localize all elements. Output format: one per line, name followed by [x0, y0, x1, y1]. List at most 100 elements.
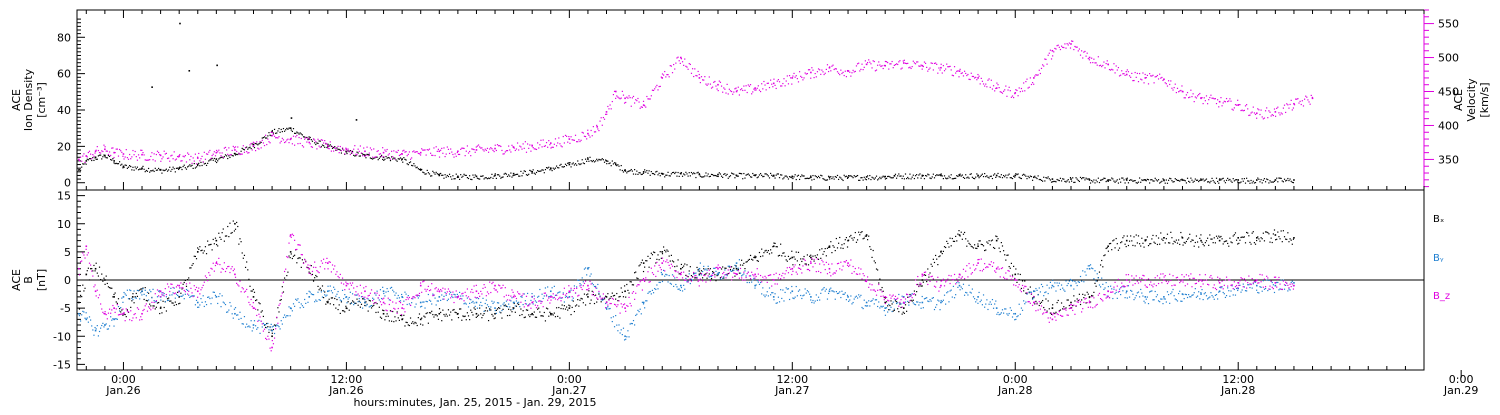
density-series-sample-786 — [955, 178, 956, 179]
velocity-series-sample-922 — [1107, 60, 1108, 61]
velocity-series-point-41 — [754, 87, 756, 89]
velocity-series-sample-138 — [233, 146, 234, 147]
by-series-sample-980 — [1171, 291, 1172, 292]
density-series-sample-1015 — [1210, 181, 1211, 182]
bx-series-point-48 — [903, 307, 905, 309]
density-series-sample-534 — [674, 173, 675, 174]
density-series-sample-954 — [1142, 180, 1143, 181]
velocity-series-sample-885 — [1065, 48, 1066, 49]
bx-series-sample-598 — [745, 262, 746, 263]
bz-series-sample-40 — [123, 312, 124, 313]
bx-series-sample-833 — [1007, 254, 1008, 255]
bx-series-sample-1035 — [1233, 235, 1234, 236]
by-series-sample-1039 — [1237, 290, 1238, 291]
by-series-sample-956 — [1145, 302, 1146, 303]
bx-series-sample-577 — [722, 266, 723, 267]
density-series-sample-977 — [1168, 180, 1169, 181]
bx-series-sample-580 — [725, 268, 726, 269]
by-series-sample-477 — [611, 317, 612, 318]
bx-series-sample-301 — [414, 322, 415, 323]
velocity-series-sample-54 — [139, 157, 140, 158]
by-series-sample-614 — [763, 295, 764, 296]
bx-series-sample-875 — [1054, 313, 1055, 314]
velocity-series-sample-280 — [391, 151, 392, 152]
by-series-sample-558 — [701, 274, 702, 275]
density-series-sample-85 — [174, 168, 175, 169]
velocity-series-sample-43 — [127, 157, 128, 158]
velocity-series-sample-166 — [264, 145, 265, 146]
by-series-sample-153 — [249, 327, 250, 328]
bx-series-sample-1024 — [1220, 236, 1221, 237]
velocity-series-sample-487 — [622, 91, 623, 92]
bx-series-sample-292 — [404, 325, 405, 326]
density-series-sample-538 — [679, 176, 680, 177]
bx-series-sample-450 — [580, 298, 581, 299]
by-series-sample-1031 — [1228, 290, 1229, 291]
velocity-series-point-39 — [717, 84, 719, 86]
by-series-sample-4 — [83, 311, 84, 312]
bx-series-sample-121 — [214, 243, 215, 244]
bx-series-sample-897 — [1079, 294, 1080, 295]
velocity-series-sample-983 — [1175, 84, 1176, 85]
velocity-series-sample-770 — [937, 73, 938, 74]
bx-series-sample-950 — [1138, 235, 1139, 236]
by-series-sample-538 — [679, 288, 680, 289]
by-series-point-0 — [78, 313, 80, 315]
velocity-series-sample-423 — [550, 147, 551, 148]
density-series-sample-239 — [345, 151, 346, 152]
by-series-sample-91 — [180, 296, 181, 297]
velocity-series-sample-1031 — [1228, 100, 1229, 101]
density-series-sample-337 — [455, 178, 456, 179]
density-series-sample-813 — [985, 176, 986, 177]
bx-series-sample-152 — [248, 279, 249, 280]
bz-series-sample-57 — [142, 310, 143, 311]
by-series-sample-238 — [344, 294, 345, 295]
density-series-sample-846 — [1022, 175, 1023, 176]
density-axis-title-2: [cm⁻³] — [35, 82, 48, 118]
bz-series-sample-5 — [84, 257, 85, 258]
density-series-sample-15 — [96, 159, 97, 160]
density-series-sample-286 — [398, 158, 399, 159]
by-series-sample-494 — [630, 323, 631, 324]
by-series-sample-366 — [487, 304, 488, 305]
velocity-series-sample-692 — [850, 76, 851, 77]
density-series-sample-533 — [673, 172, 674, 173]
velocity-series-sample-293 — [405, 151, 406, 152]
by-series-sample-790 — [960, 289, 961, 290]
velocity-series-sample-824 — [997, 84, 998, 85]
velocity-series-sample-973 — [1164, 79, 1165, 80]
density-series-sample-363 — [484, 178, 485, 179]
bx-series-sample-944 — [1131, 240, 1132, 241]
by-series-sample-499 — [635, 315, 636, 316]
bx-series-sample-998 — [1191, 239, 1192, 240]
by-series-sample-37 — [120, 307, 121, 308]
density-series-sample-21 — [102, 156, 103, 157]
by-series-sample-466 — [598, 293, 599, 294]
by-series-sample-762 — [928, 301, 929, 302]
density-series-sample-12 — [92, 157, 93, 158]
velocity-series-sample-2 — [81, 161, 82, 162]
velocity-series-sample-1077 — [1279, 114, 1280, 115]
bx-series-sample-1073 — [1275, 239, 1276, 240]
bx-series-sample-87 — [176, 304, 177, 305]
velocity-series-sample-1067 — [1268, 110, 1269, 111]
by-series-sample-716 — [877, 306, 878, 307]
density-series-sample-64 — [150, 170, 151, 171]
velocity-series-sample-783 — [952, 75, 953, 76]
density-series-sample-680 — [837, 175, 838, 176]
bx-series-sample-314 — [429, 312, 430, 313]
by-series-sample-1062 — [1263, 280, 1264, 281]
density-series-sample-760 — [926, 175, 927, 176]
velocity-series-sample-442 — [572, 139, 573, 140]
by-series-sample-19 — [100, 328, 101, 329]
density-series-sample-480 — [614, 162, 615, 163]
density-series-sample-1071 — [1273, 182, 1274, 183]
velocity-series-sample-943 — [1130, 77, 1131, 78]
velocity-series-sample-637 — [789, 75, 790, 76]
bx-series-sample-560 — [703, 268, 704, 269]
density-series-sample-103 — [194, 163, 195, 164]
by-series-sample-788 — [957, 287, 958, 288]
density-series-sample-565 — [709, 176, 710, 177]
velocity-series-sample-709 — [869, 62, 870, 63]
velocity-series-sample-375 — [497, 144, 498, 145]
